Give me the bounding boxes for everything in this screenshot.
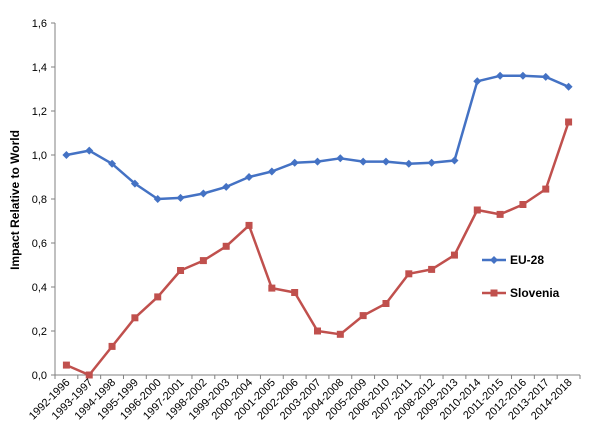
data-point (314, 327, 321, 335)
data-point (381, 157, 390, 166)
data-point (85, 371, 93, 379)
data-point (428, 265, 436, 273)
data-point (199, 189, 208, 198)
legend-marker (490, 256, 498, 264)
data-point (245, 221, 253, 229)
y-tick-label: 1,4 (32, 62, 47, 74)
y-tick-label: 0,2 (32, 326, 47, 338)
data-point (313, 157, 322, 166)
data-point (222, 242, 230, 250)
data-point (450, 251, 458, 259)
legend-marker (490, 289, 498, 297)
data-point (291, 289, 299, 296)
data-point (541, 72, 550, 81)
y-tick-label: 0,0 (32, 370, 47, 382)
data-point (199, 257, 207, 265)
legend-item-slovenia: Slovenia (482, 286, 560, 300)
y-tick-label: 0,4 (32, 282, 47, 294)
data-point (359, 312, 367, 320)
data-point (382, 300, 390, 307)
legend-label: Slovenia (510, 286, 560, 300)
y-tick-label: 1,2 (32, 106, 47, 118)
data-point (267, 167, 276, 176)
x-axis-ticks: 1992-19961993-19971994-19981995-19991996… (27, 375, 581, 422)
data-point (131, 314, 139, 322)
legend-item-eu-28: EU-28 (482, 253, 544, 267)
data-point (564, 82, 573, 91)
data-point (518, 71, 527, 80)
data-point (62, 151, 71, 159)
data-point (404, 159, 413, 168)
data-point (176, 193, 185, 202)
data-point (130, 179, 139, 188)
series-eu-28 (62, 71, 573, 203)
legend: EU-28 Slovenia (482, 253, 560, 300)
data-point (62, 361, 70, 369)
data-point (473, 206, 481, 214)
y-tick-label: 1,6 (32, 18, 47, 30)
data-point (496, 71, 505, 80)
y-tick-label: 1,0 (32, 150, 47, 162)
data-point (108, 342, 116, 350)
data-point (154, 293, 162, 301)
data-point (222, 182, 231, 191)
data-point (565, 118, 573, 126)
chart-series (62, 71, 573, 379)
data-point (427, 158, 436, 167)
data-point (496, 210, 504, 218)
y-axis-title: Impact Relative to World (8, 130, 22, 270)
data-point (405, 270, 413, 278)
data-point (336, 154, 345, 163)
series-line (66, 74, 570, 201)
data-point (290, 158, 299, 167)
data-point (245, 173, 254, 181)
data-point (336, 330, 344, 338)
data-point (450, 156, 459, 165)
data-point (108, 159, 117, 168)
data-point (85, 146, 94, 155)
data-point (177, 267, 185, 274)
y-axis-ticks: 0,0 0,2 0,4 0,6 0,8 1,0 1,2 1,4 1,6 (32, 18, 55, 382)
series-slovenia (62, 118, 573, 379)
data-point (153, 195, 162, 203)
data-point (542, 185, 550, 193)
data-point (359, 157, 368, 166)
data-point (268, 284, 276, 292)
data-point (473, 77, 482, 86)
data-point (519, 201, 527, 208)
y-tick-label: 0,8 (32, 194, 47, 206)
y-tick-label: 0,6 (32, 238, 47, 250)
legend-label: EU-28 (510, 253, 544, 267)
